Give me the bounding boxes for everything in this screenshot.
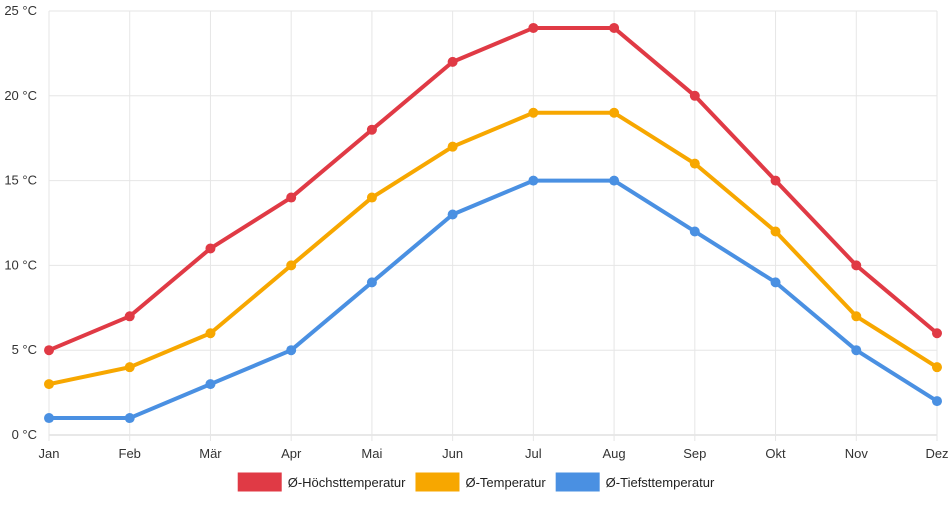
- legend-swatch: [555, 472, 600, 492]
- data-point: [609, 22, 620, 33]
- data-point: [851, 345, 862, 356]
- data-point: [932, 328, 942, 339]
- x-tick-label: Aug: [603, 446, 626, 461]
- series-2: [44, 107, 942, 390]
- y-tick-label: 25 °C: [4, 3, 37, 18]
- legend-swatch: [415, 472, 460, 492]
- series-3: [44, 175, 942, 424]
- data-point: [205, 243, 216, 254]
- data-point: [770, 226, 781, 237]
- data-point: [609, 175, 620, 186]
- x-tick-label: Jan: [39, 446, 60, 461]
- data-point: [770, 277, 781, 288]
- data-point: [447, 56, 458, 67]
- series-line: [47, 178, 939, 421]
- x-tick-label: Nov: [845, 446, 869, 461]
- y-tick-label: 5 °C: [12, 342, 37, 357]
- series-line: [47, 110, 939, 387]
- data-point: [44, 345, 54, 356]
- x-tick-label: Jun: [442, 446, 463, 461]
- data-point: [205, 328, 216, 339]
- data-point: [851, 311, 862, 322]
- data-point: [932, 362, 942, 373]
- legend-label: Ø-Höchsttemperatur: [288, 475, 406, 490]
- x-axis: Jan Feb Mär Apr Mai Jun Jul Aug Sep Okt Nov Dez: [39, 446, 949, 461]
- data-point: [447, 209, 458, 220]
- data-point: [124, 311, 135, 322]
- data-point: [447, 141, 458, 152]
- x-tick-label: Okt: [765, 446, 786, 461]
- data-point: [528, 175, 539, 186]
- legend-item-1: Ø-Höchsttemperatur: [237, 472, 406, 492]
- x-tick-label: Mär: [199, 446, 222, 461]
- x-tick-label: Dez: [925, 446, 948, 461]
- y-tick-label: 10 °C: [4, 257, 37, 272]
- x-tick-label: Mai: [361, 446, 382, 461]
- data-point: [932, 396, 942, 407]
- x-tick-label: Feb: [119, 446, 141, 461]
- data-point: [851, 260, 862, 271]
- data-point: [44, 379, 54, 390]
- data-point: [366, 124, 377, 135]
- data-point: [44, 413, 54, 424]
- data-point: [124, 362, 135, 373]
- y-tick-label: 15 °C: [4, 173, 37, 188]
- x-tick-label: Apr: [281, 446, 302, 461]
- data-point: [528, 22, 539, 33]
- grid: [48, 10, 938, 441]
- data-point: [528, 107, 539, 118]
- series-line: [47, 25, 939, 353]
- legend-item-2: Ø-Temperatur: [415, 472, 546, 492]
- legend-item-3: Ø-Tiefsttemperatur: [555, 472, 715, 492]
- x-tick-label: Jul: [525, 446, 542, 461]
- data-point: [124, 413, 135, 424]
- data-point: [689, 158, 700, 169]
- legend-swatch: [237, 472, 282, 492]
- y-tick-label: 20 °C: [4, 88, 37, 103]
- x-tick-label: Sep: [683, 446, 706, 461]
- legend-label: Ø-Temperatur: [465, 475, 546, 490]
- legend-label: Ø-Tiefsttemperatur: [606, 475, 715, 490]
- series-layer: [44, 22, 942, 424]
- y-axis: 0 °C 5 °C 10 °C 15 °C 20 °C 25 °C: [4, 3, 37, 442]
- data-point: [286, 260, 297, 271]
- data-point: [366, 277, 377, 288]
- legend: Ø-Höchsttemperatur Ø-Temperatur Ø-Tiefstte…: [237, 472, 715, 492]
- y-tick-label: 0 °C: [12, 427, 37, 442]
- data-point: [689, 90, 700, 101]
- data-point: [366, 192, 377, 203]
- data-point: [770, 175, 781, 186]
- data-point: [609, 107, 620, 118]
- data-point: [286, 345, 297, 356]
- data-point: [286, 192, 297, 203]
- data-point: [689, 226, 700, 237]
- series-1: [44, 22, 942, 356]
- data-point: [205, 379, 216, 390]
